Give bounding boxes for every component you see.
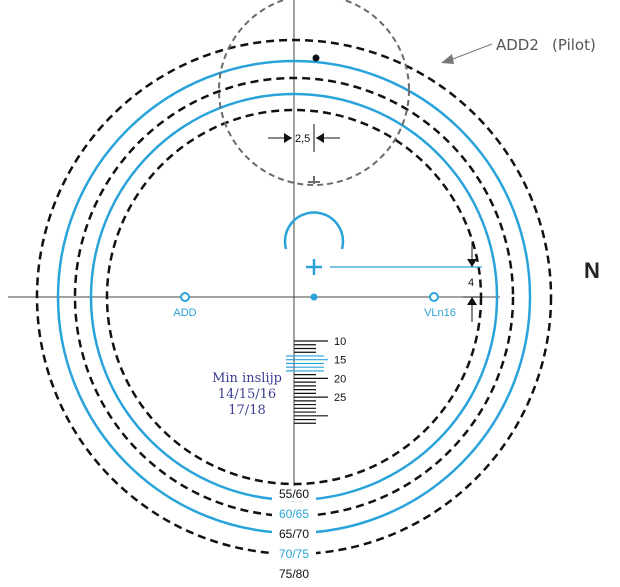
pilot-label: (Pilot)	[552, 36, 596, 54]
scale-tick-label: 25	[334, 392, 346, 404]
ring-label-55-60: 55/60	[279, 487, 309, 501]
offset-4-label: 4	[468, 277, 474, 289]
scale-tick-label: 20	[334, 373, 346, 385]
offset-2-5-dimension: 2,5	[268, 124, 340, 152]
offset-4-dimension: 4	[463, 242, 483, 322]
fitting-height-scale: 10 15 20 25	[286, 336, 346, 424]
prism-reference-point	[310, 293, 318, 301]
ring-label-background	[272, 506, 316, 521]
add2-center-dot	[312, 54, 320, 62]
ring-label-background	[272, 486, 316, 501]
ring-label-75-80: 75/80	[279, 567, 309, 581]
ring-label-background	[272, 526, 316, 541]
add-point	[180, 292, 190, 302]
min-inslijp-values-1: 14/15/16	[218, 387, 276, 402]
ring-label-background	[272, 546, 316, 561]
vln16-label: VLn16	[424, 307, 456, 319]
min-inslijp-values-2: 17/18	[228, 403, 265, 418]
ring-label-70-75: 70/75	[279, 547, 309, 561]
scale-tick-label: 15	[334, 355, 346, 367]
add2-leader-arrowhead	[441, 54, 454, 64]
add2-label: ADD2	[496, 36, 539, 54]
ring-label-background	[272, 566, 316, 581]
ring-label-60-65: 60/65	[279, 507, 309, 521]
offset-2-5-label: 2,5	[295, 133, 310, 145]
vln16-point	[429, 292, 439, 302]
near-zone-arc	[283, 211, 345, 250]
scale-tick-label: 10	[334, 336, 346, 348]
ring-label-group: 55/60 60/65 65/70 70/75 75/80	[272, 486, 316, 581]
ring-label-65-70: 65/70	[279, 527, 309, 541]
add2-pilot-circle	[218, 0, 410, 186]
nasal-side-label: N	[584, 258, 600, 283]
add-label: ADD	[173, 307, 196, 319]
min-inslijp-label: Min inslijp	[212, 371, 282, 386]
